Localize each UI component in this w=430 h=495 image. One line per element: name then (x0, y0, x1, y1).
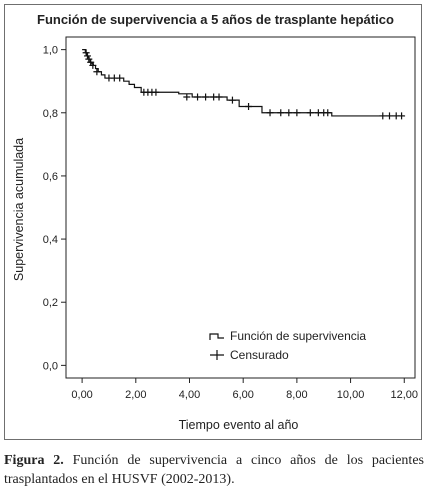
censored-marker (277, 109, 285, 117)
y-tick-label: 0,2 (43, 297, 58, 309)
y-tick-label: 0,0 (43, 360, 58, 372)
censored-marker (379, 112, 387, 120)
x-axis-label: Tiempo evento al año (179, 418, 299, 432)
x-tick-label: 10,00 (337, 389, 365, 401)
censored-marker (93, 68, 101, 76)
legend-box (204, 323, 404, 365)
y-axis-label: Supervivencia acumulada (12, 138, 26, 281)
censored-marker (83, 52, 91, 60)
censored-marker (228, 96, 236, 104)
x-tick-label: 8,00 (286, 389, 307, 401)
survival-step-line (82, 49, 405, 117)
censored-marker (89, 61, 97, 69)
plot-area (65, 36, 416, 379)
legend-swatch-survival (209, 333, 224, 340)
censored-marker (245, 102, 253, 110)
censored-marker (324, 109, 332, 117)
figure-frame: Función de supervivencia a 5 años de tra… (4, 4, 422, 440)
x-tick-label: 4,00 (179, 389, 200, 401)
x-tick-label: 2,00 (125, 389, 146, 401)
y-tick-label: 0,8 (43, 108, 58, 120)
y-tick-label: 0,4 (43, 234, 58, 246)
y-tick-label: 0,6 (43, 171, 58, 183)
chart-title: Función de supervivencia a 5 años de tra… (37, 12, 394, 27)
caption-label: Figura 2. (4, 453, 64, 468)
censored-marker (202, 93, 210, 101)
survival-chart: Función de supervivencia a 5 años de tra… (12, 12, 418, 432)
censored-marker (183, 93, 191, 101)
censored-marker (266, 109, 274, 117)
x-tick-label: 0,00 (71, 389, 92, 401)
censored-marker (293, 109, 301, 117)
caption-text: Función de supervivencia a cinco años de… (4, 453, 424, 487)
legend-label-survival: Función de supervivencia (230, 329, 366, 343)
x-tick-label: 6,00 (232, 389, 253, 401)
censored-marker (398, 112, 406, 120)
censored-marker (306, 109, 314, 117)
legend-label-censored: Censurado (230, 348, 289, 362)
censored-marker (215, 93, 223, 101)
censored-marker (285, 109, 293, 117)
x-tick-label: 12,00 (390, 389, 418, 401)
censored-marker (194, 93, 202, 101)
censored-marker (385, 112, 393, 120)
censored-marker (152, 88, 160, 96)
censored-marker (82, 49, 90, 57)
figure-caption: Figura 2. Función de supervivencia a cin… (4, 451, 424, 489)
legend-swatch-censored (210, 350, 224, 360)
y-tick-label: 1,0 (43, 45, 58, 57)
censored-marker (116, 74, 124, 82)
